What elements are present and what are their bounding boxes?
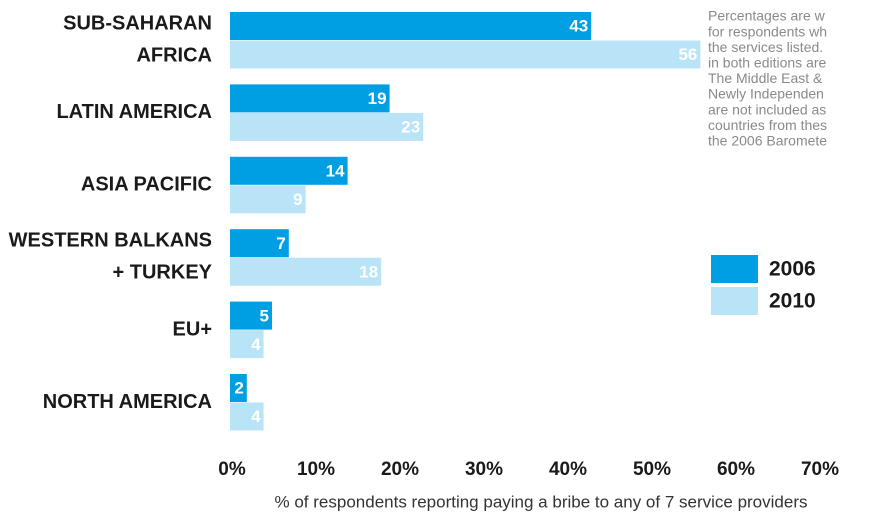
- bar: [230, 374, 247, 402]
- category-label: SUB-SAHARAN AFRICA: [63, 13, 212, 67]
- bar: [230, 229, 289, 258]
- note-line: the services listed.: [708, 39, 823, 55]
- note-line: are not included as: [708, 101, 826, 117]
- x-tick-label: 10%: [297, 459, 335, 480]
- x-tick-label: 20%: [381, 459, 419, 480]
- x-tick-label: 70%: [801, 459, 839, 480]
- data-label: 5: [260, 306, 269, 325]
- legend-swatch: [711, 255, 758, 283]
- data-label: 9: [293, 190, 302, 209]
- data-label: 18: [359, 262, 378, 281]
- data-label: 7: [276, 234, 285, 253]
- bar: [230, 402, 264, 431]
- x-tick-label: 60%: [717, 459, 755, 480]
- legend-swatch: [711, 287, 758, 315]
- legend-label: 2006: [769, 258, 816, 281]
- bar: [230, 257, 382, 286]
- x-tick-label: 30%: [465, 459, 503, 480]
- bar: [230, 330, 264, 359]
- category-label: NORTH AMERICA: [43, 391, 212, 413]
- category-label: ASIA PACIFIC: [81, 174, 212, 196]
- x-axis-label: % of respondents reporting paying a brib…: [275, 492, 808, 511]
- data-label: 56: [678, 45, 697, 64]
- bar: [230, 112, 424, 141]
- legend-label: 2010: [769, 290, 816, 313]
- data-label: 4: [251, 335, 261, 354]
- bar: [230, 185, 306, 214]
- bar: [230, 84, 390, 113]
- bar: [230, 156, 348, 185]
- category-label: EU+: [173, 318, 212, 340]
- data-label: 2: [234, 379, 243, 398]
- note-line: The Middle East &: [708, 70, 823, 86]
- note-line: for respondents wh: [708, 23, 827, 39]
- x-tick-label: 0%: [218, 459, 246, 480]
- category-label: LATIN AMERICA: [56, 101, 212, 123]
- data-label: 23: [401, 118, 420, 137]
- data-label: 4: [251, 407, 261, 426]
- x-tick-label: 50%: [633, 459, 671, 480]
- note-line: the 2006 Baromete: [708, 133, 827, 149]
- data-label: 19: [368, 89, 387, 108]
- note-line: in both editions are: [708, 55, 827, 71]
- x-tick-label: 40%: [549, 459, 587, 480]
- bar: [230, 12, 592, 40]
- bar: [230, 40, 701, 69]
- note-line: countries from thes: [708, 117, 827, 133]
- data-label: 14: [326, 162, 345, 181]
- data-label: 43: [569, 17, 588, 36]
- note-line: Percentages are w: [708, 8, 826, 24]
- bar: [230, 301, 272, 330]
- category-label: WESTERN BALKANS + TURKEY: [9, 230, 213, 284]
- note-line: Newly Independen: [708, 86, 824, 102]
